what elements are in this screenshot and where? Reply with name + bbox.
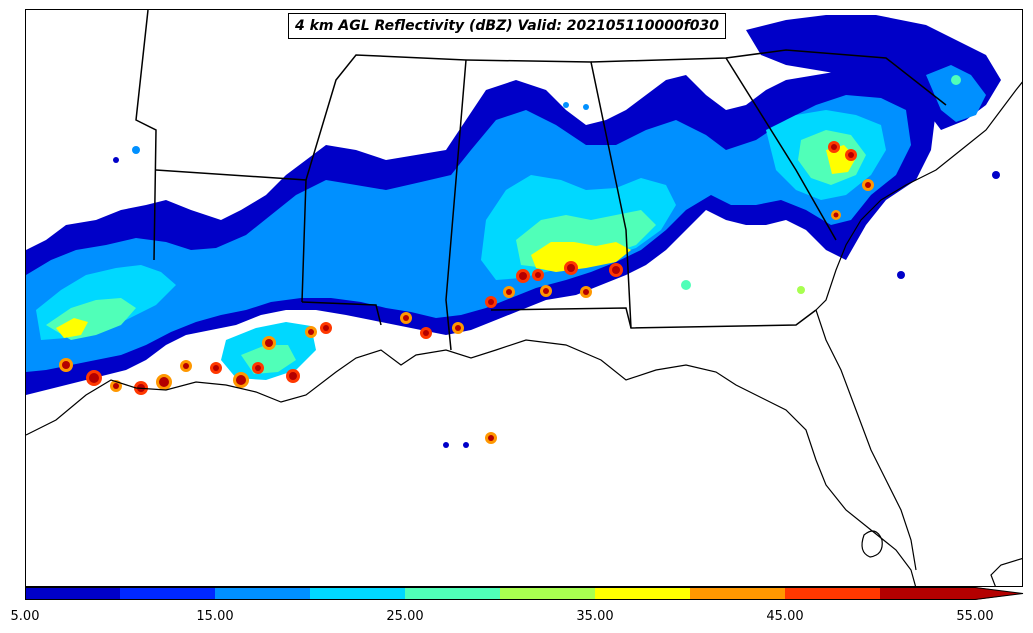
echo-west-lightblue <box>26 95 911 372</box>
echo-west-cyan <box>36 110 886 380</box>
colorbar-segment <box>405 587 500 600</box>
colorbar-segment <box>215 587 310 600</box>
map-canvas <box>26 10 1022 586</box>
colorbar-tick-label: 5.00 <box>10 609 40 624</box>
colorbar-segment <box>500 587 595 600</box>
colorbar-extend-arrow <box>975 587 1023 600</box>
boundary-ms-west <box>305 54 467 181</box>
colorbar-tick-label: 35.00 <box>576 609 614 624</box>
colorbar-tick-label: 55.00 <box>956 609 994 624</box>
colorbar-segment <box>310 587 405 600</box>
boundary-tn-nc <box>590 49 947 106</box>
boundary-al-ga <box>465 59 632 329</box>
colorbar-segment <box>785 587 880 600</box>
florida-east-coast <box>815 309 917 571</box>
convective-cells <box>59 75 1000 448</box>
colorbar-tick-label: 15.00 <box>196 609 234 624</box>
boundary-ga-sc <box>725 57 837 241</box>
state-boundaries <box>135 10 947 351</box>
colorbar-tick-label: 45.00 <box>766 609 804 624</box>
boundary-la-ms-south <box>301 301 382 326</box>
gulf-coast <box>26 339 917 586</box>
boundary-ms-al <box>445 59 467 351</box>
colorbar-segment <box>880 587 975 600</box>
coastlines <box>26 81 1022 586</box>
boundary-ok-tx <box>135 10 157 261</box>
colorbar-segment <box>120 587 215 600</box>
colorbar <box>25 587 1024 600</box>
colorbar-segment <box>595 587 690 600</box>
colorbar-segment <box>690 587 785 600</box>
colorbar-tick-label: 25.00 <box>386 609 424 624</box>
colorbar-segment <box>25 587 120 600</box>
reflectivity-field <box>26 15 1001 448</box>
boundary-fl-north <box>490 307 817 329</box>
map-frame <box>25 9 1023 587</box>
echo-ne-lightblue <box>926 65 986 122</box>
colorbar-outline <box>25 587 1024 600</box>
lake-okeechobee <box>861 530 883 558</box>
map-title: 4 km AGL Reflectivity (dBZ) Valid: 20210… <box>288 13 727 39</box>
atlantic-coast <box>815 81 1022 311</box>
south-texas-coast <box>990 557 1022 586</box>
